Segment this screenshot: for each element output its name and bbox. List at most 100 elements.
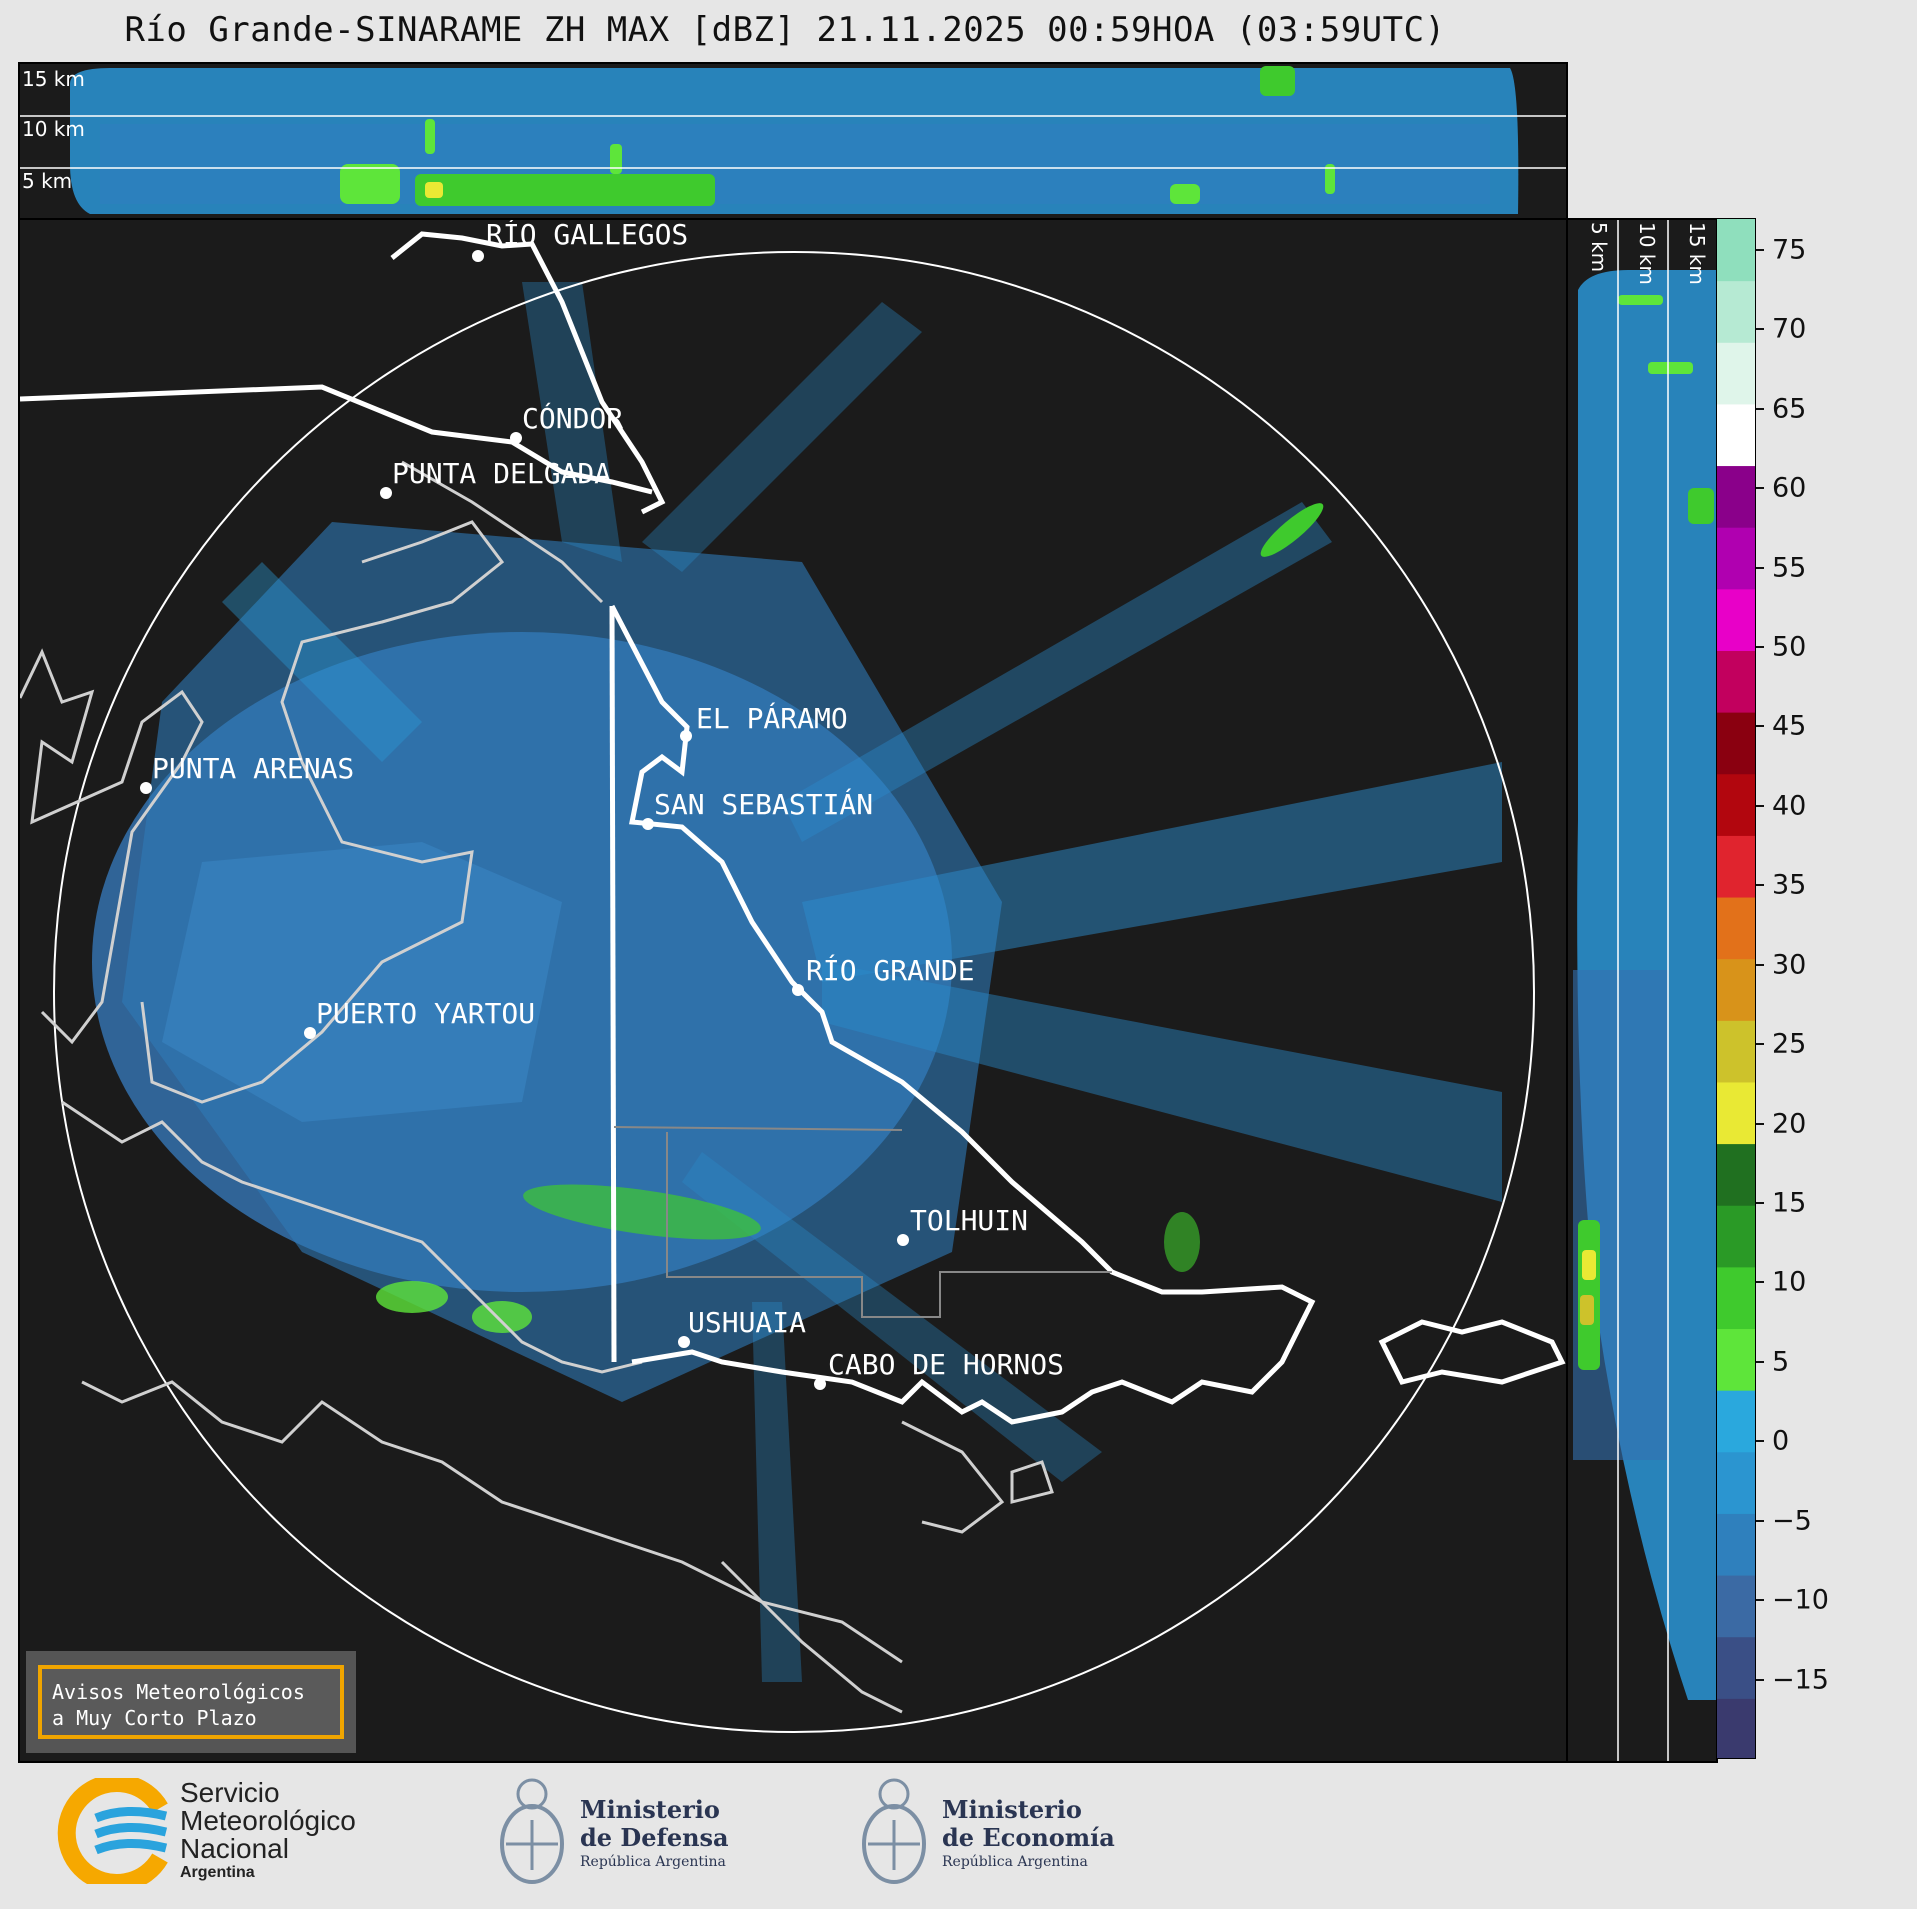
colorbar-tick <box>1756 1599 1764 1602</box>
colorbar-segment <box>1717 1081 1757 1145</box>
side-echo-cells <box>1578 295 1714 1370</box>
colorbar <box>1716 218 1757 1761</box>
colorbar-tick <box>1756 1281 1764 1284</box>
city-labels: RÍO GALLEGOS CÓNDOR PUNTA DELGADA EL PÁR… <box>152 220 1064 1381</box>
city-label-tolhuin: TOLHUIN <box>910 1204 1028 1237</box>
colorbar-segment <box>1717 773 1757 836</box>
colorbar-tick-label: 30 <box>1772 949 1807 981</box>
colorbar-tick-label: 0 <box>1772 1425 1790 1457</box>
colorbar-segment <box>1717 527 1757 590</box>
smn-emblem-icon <box>57 1778 168 1884</box>
economia-line2: de Economía <box>942 1823 1115 1852</box>
economia-logo: Ministerio de Economía República Argenti… <box>856 1772 1115 1896</box>
colorbar-segment <box>1717 897 1757 960</box>
coastlines <box>20 460 1054 1714</box>
smn-line4: Argentina <box>180 1864 255 1881</box>
colorbar-scale <box>1716 218 1757 1761</box>
colorbar-segment <box>1717 588 1757 651</box>
city-label-cabo-de-hornos: CABO DE HORNOS <box>828 1348 1064 1381</box>
city-label-rio-gallegos: RÍO GALLEGOS <box>486 220 688 251</box>
colorbar-segment <box>1717 1698 1757 1761</box>
defensa-line1: Ministerio <box>580 1795 720 1824</box>
colorbar-tick <box>1756 884 1764 887</box>
colorbar-tick-label: 55 <box>1772 552 1807 583</box>
colorbar-tick <box>1756 1360 1764 1363</box>
national-shield-icon <box>500 1778 564 1884</box>
defensa-line3: República Argentina <box>580 1854 726 1870</box>
city-label-condor: CÓNDOR <box>522 401 623 435</box>
colorbar-segment <box>1717 1266 1757 1330</box>
colorbar-segment <box>1717 650 1757 713</box>
notice-line1: Avisos Meteorológicos <box>52 1680 305 1704</box>
colorbar-segment <box>1717 280 1757 343</box>
colorbar-tick <box>1756 725 1764 728</box>
city-label-punta-delgada: PUNTA DELGADA <box>392 457 611 490</box>
city-label-punta-arenas: PUNTA ARENAS <box>152 752 354 785</box>
smn-logo: Servicio Meteorológico Nacional Argentin… <box>56 1778 356 1884</box>
side-echo-band-inner <box>1573 970 1668 1460</box>
colorbar-tick-label: 40 <box>1772 790 1807 822</box>
side-cross-section-plot: 5 km 10 km 15 km <box>1573 220 1716 1761</box>
city-label-el-paramo: EL PÁRAMO <box>696 701 848 735</box>
colorbar-tick-label: −15 <box>1772 1664 1829 1696</box>
colorbar-segment <box>1717 1143 1757 1206</box>
economia-line1: Ministerio <box>942 1795 1082 1824</box>
city-dot-ushuaia <box>678 1336 690 1348</box>
economia-line3: República Argentina <box>942 1854 1088 1870</box>
national-shield-icon <box>862 1778 926 1884</box>
colorbar-tick <box>1756 1519 1764 1522</box>
notice-line2: a Muy Corto Plazo <box>52 1706 257 1730</box>
range-ring <box>53 251 1535 1733</box>
city-dot-punta-delgada <box>380 487 392 499</box>
top-echo-cells <box>340 66 1335 206</box>
notice-inner: Avisos Meteorológicos a Muy Corto Plazo <box>38 1665 344 1739</box>
colorbar-segment <box>1717 1020 1757 1083</box>
side-label-5km: 5 km <box>1587 222 1611 272</box>
colorbar-segment <box>1717 219 1757 282</box>
colorbar-tick-label: 20 <box>1772 1108 1807 1140</box>
city-dot-el-paramo <box>680 730 692 742</box>
city-markers <box>140 250 909 1390</box>
colorbar-tick-label: 10 <box>1772 1266 1807 1298</box>
colorbar-segment <box>1717 342 1757 405</box>
city-dot-rio-gallegos <box>472 250 484 262</box>
colorbar-tick-label: 5 <box>1772 1346 1790 1378</box>
colorbar-segment <box>1717 1636 1757 1699</box>
side-label-15km: 15 km <box>1685 222 1709 285</box>
colorbar-tick-label: −5 <box>1772 1505 1812 1537</box>
top-label-10km: 10 km <box>22 117 85 141</box>
side-label-10km: 10 km <box>1635 222 1659 285</box>
top-echo-band-inner <box>100 124 1490 204</box>
colorbar-tick <box>1756 804 1764 807</box>
city-dot-san-sebastian <box>642 818 654 830</box>
colorbar-segment <box>1717 958 1757 1021</box>
colorbar-segment <box>1717 835 1757 898</box>
city-dot-rio-grande <box>792 984 804 996</box>
colorbar-segment <box>1717 1205 1757 1268</box>
side-cross-section-panel: 5 km 10 km 15 km <box>1566 218 1718 1763</box>
reflectivity-field <box>92 282 1502 1682</box>
city-label-puerto-yartou: PUERTO YARTOU <box>316 997 535 1030</box>
city-label-ushuaia: USHUAIA <box>688 1306 806 1339</box>
city-dot-cabo-de-hornos <box>814 1378 826 1390</box>
city-dot-punta-arenas <box>140 782 152 794</box>
page-title: Río Grande-SINARAME ZH MAX [dBZ] 21.11.2… <box>124 10 1446 50</box>
city-dot-condor <box>510 432 522 444</box>
radar-map: RÍO GALLEGOS CÓNDOR PUNTA DELGADA EL PÁR… <box>20 220 1566 1733</box>
smn-line1: Servicio <box>180 1777 280 1808</box>
colorbar-segment <box>1717 1575 1757 1638</box>
colorbar-tick-label: 70 <box>1772 313 1807 345</box>
colorbar-tick-label: 25 <box>1772 1028 1807 1060</box>
colorbar-segment <box>1717 1390 1757 1453</box>
colorbar-tick <box>1756 963 1764 966</box>
city-dot-tolhuin <box>897 1234 909 1246</box>
colorbar-segment <box>1717 465 1757 528</box>
city-label-rio-grande: RÍO GRANDE <box>806 953 975 987</box>
colorbar-tick-label: 15 <box>1772 1187 1807 1219</box>
colorbar-tick <box>1756 1201 1764 1204</box>
smn-line2: Meteorológico <box>180 1805 356 1836</box>
colorbar-tick <box>1756 566 1764 569</box>
colorbar-tick <box>1756 1043 1764 1046</box>
defensa-line2: de Defensa <box>580 1823 729 1852</box>
colorbar-tick <box>1756 328 1764 331</box>
